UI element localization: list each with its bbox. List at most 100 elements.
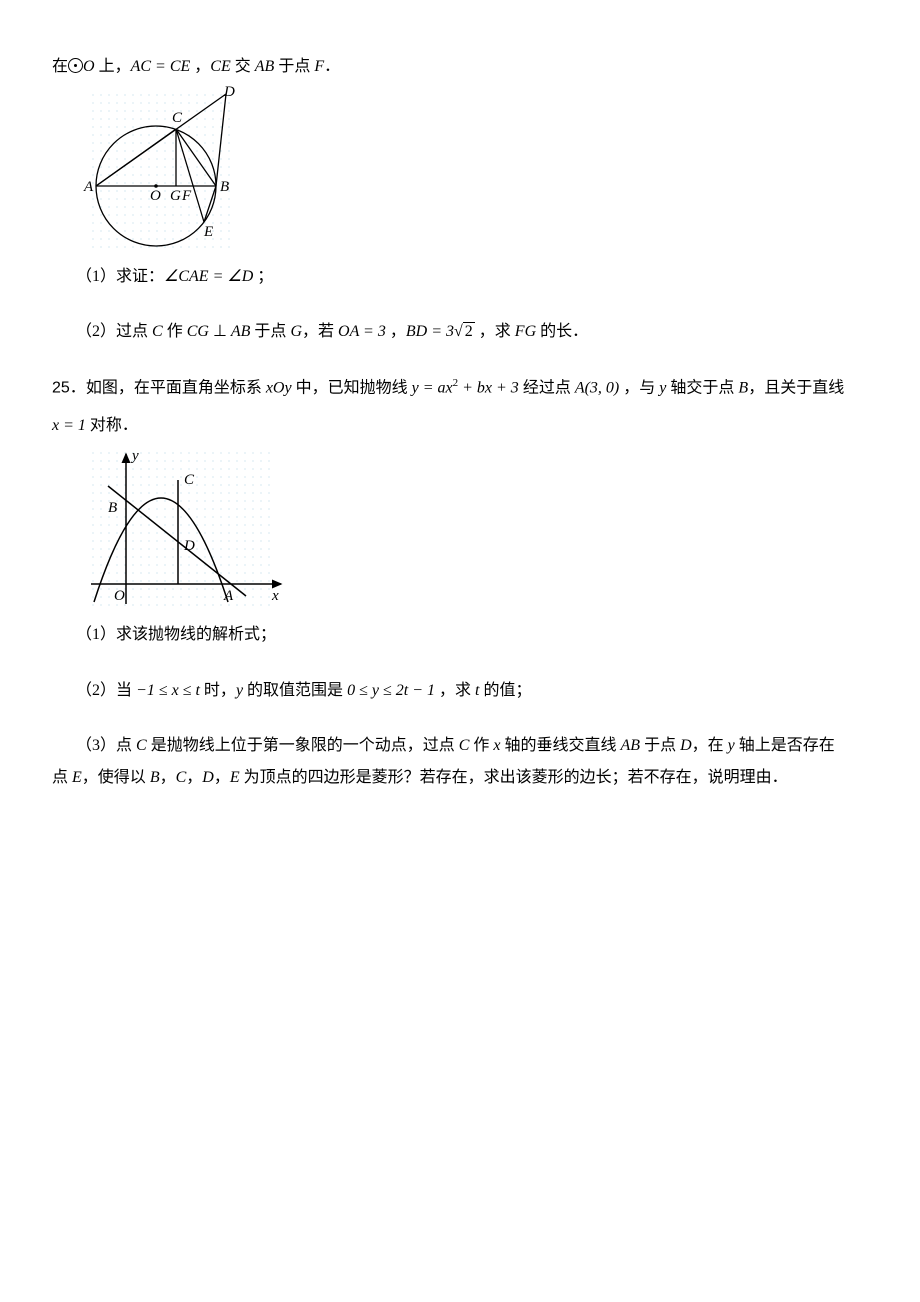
txt: ，与 [619, 379, 659, 396]
txt: ， [214, 769, 230, 786]
txt: ， [190, 58, 210, 75]
p25-stem-line1: 25．如图，在平面直角坐标系 xOy 中，已知抛物线 y = ax2 + bx … [52, 375, 868, 401]
e-var: E [72, 769, 82, 786]
txt: 中，已知抛物线 [292, 379, 412, 396]
point-a: A(3, 0) [575, 379, 619, 396]
txt: ，若 [302, 323, 338, 340]
txt: 时， [200, 682, 236, 699]
txt: （1）求该抛物线的解析式； [76, 626, 276, 643]
txt: ， [160, 769, 176, 786]
qnum: 25． [52, 379, 86, 396]
y-var: y [236, 682, 243, 699]
svg-text:E: E [203, 224, 213, 240]
txt: ． [324, 58, 340, 75]
y-var: y [728, 737, 735, 754]
txt: 作 [469, 737, 493, 754]
txt: ，求 [435, 682, 475, 699]
svg-text:O: O [150, 188, 161, 204]
cg-var: CG [187, 323, 209, 340]
txt: 轴的垂线交直线 [501, 737, 621, 754]
c3-var: C [176, 769, 187, 786]
p24-stem-cont: 在O 上，AC = CE ，CE 交 AB 于点 F． [52, 54, 868, 80]
p24-figure: D C A O G F B E [76, 86, 256, 256]
svg-text:x: x [271, 588, 279, 604]
c-var: C [136, 737, 147, 754]
sqrt2: √2 [454, 319, 475, 345]
ineq2: 0 ≤ y ≤ 2t − 1 [347, 682, 435, 699]
txt: 为顶点的四边形是菱形？若存在，求出该菱形的边长；若不存在，说明理由． [240, 769, 788, 786]
txt: （2）过点 [76, 323, 152, 340]
txt: 对称． [86, 417, 138, 434]
txt: 于点 [274, 58, 314, 75]
angle-eq: ∠CAE = ∠D [164, 268, 253, 285]
txt: 于点 [250, 323, 290, 340]
p24-q2: （2）过点 C 作 CG ⊥ AB 于点 G，若 OA = 3 ，BD = 3√… [52, 319, 868, 345]
c2-var: C [459, 737, 470, 754]
svg-text:D: D [183, 538, 195, 554]
txt: 如图，在平面直角坐标系 [86, 379, 266, 396]
o-var: O [83, 58, 95, 75]
svg-text:F: F [181, 188, 192, 204]
d-var: D [680, 737, 692, 754]
txt: 的值； [479, 682, 531, 699]
txt: ， [386, 323, 406, 340]
svg-text:G: G [170, 188, 181, 204]
txt: （1）求证： [76, 268, 164, 285]
ab-var: AB [231, 323, 251, 340]
svg-text:C: C [184, 472, 195, 488]
svg-text:D: D [223, 86, 235, 100]
svg-text:O: O [114, 588, 125, 604]
txt: 轴交于点 [666, 379, 738, 396]
txt: 是抛物线上位于第一象限的一个动点，过点 [147, 737, 459, 754]
txt: 上， [95, 58, 131, 75]
c-var: C [152, 323, 163, 340]
b2-var: B [150, 769, 160, 786]
svg-text:A: A [223, 588, 234, 604]
txt: ， [186, 769, 202, 786]
b-var: B [738, 379, 748, 396]
txt: ，在 [692, 737, 728, 754]
svg-text:C: C [172, 110, 183, 126]
radicand: 2 [463, 322, 475, 340]
fg-var: FG [515, 323, 536, 340]
ineq1: −1 ≤ x ≤ t [136, 682, 200, 699]
p25-stem-line2: x = 1 对称． [52, 413, 868, 439]
eq-ac-ce: AC = CE [131, 58, 191, 75]
oa-eq: OA = 3 [338, 323, 386, 340]
txt: 点 [52, 769, 72, 786]
p25-q3-line1: （3）点 C 是抛物线上位于第一象限的一个动点，过点 C 作 x 轴的垂线交直线… [52, 733, 868, 759]
bd-eq-pre: BD = 3 [406, 323, 454, 340]
txt: 作 [163, 323, 187, 340]
p25-figure: y C B D O A x [76, 444, 296, 614]
f-var: F [314, 58, 324, 75]
txt: 交 [231, 58, 255, 75]
circle-o-symbol [68, 58, 83, 73]
txt: （3）点 [76, 737, 136, 754]
ab-var: AB [255, 58, 275, 75]
parab-eq-post: + bx + 3 [458, 379, 519, 396]
ce-var: CE [210, 58, 230, 75]
perp: ⊥ [209, 323, 231, 340]
d2-var: D [202, 769, 214, 786]
txt: 的取值范围是 [243, 682, 347, 699]
e2-var: E [230, 769, 240, 786]
p24-q1: （1）求证：∠CAE = ∠D ； [52, 264, 868, 290]
txt: 经过点 [519, 379, 575, 396]
p25-q3-line2: 点 E，使得以 B，C，D，E 为顶点的四边形是菱形？若存在，求出该菱形的边长；… [52, 765, 868, 791]
txt: ，且关于直线 [748, 379, 844, 396]
ab-var: AB [621, 737, 641, 754]
x-eq-1: x = 1 [52, 417, 86, 434]
p25-q2: （2）当 −1 ≤ x ≤ t 时，y 的取值范围是 0 ≤ y ≤ 2t − … [52, 678, 868, 704]
txt: （2）当 [76, 682, 136, 699]
p25-q1: （1）求该抛物线的解析式； [52, 622, 868, 648]
svg-text:B: B [220, 179, 229, 195]
svg-text:y: y [130, 448, 139, 464]
xoy: xOy [266, 379, 292, 396]
txt: 在 [52, 58, 68, 75]
svg-text:A: A [83, 179, 94, 195]
svg-text:B: B [108, 500, 117, 516]
txt: ； [253, 268, 273, 285]
g-var: G [290, 323, 302, 340]
txt: ，求 [475, 323, 515, 340]
parab-eq-pre: y = ax [412, 379, 453, 396]
